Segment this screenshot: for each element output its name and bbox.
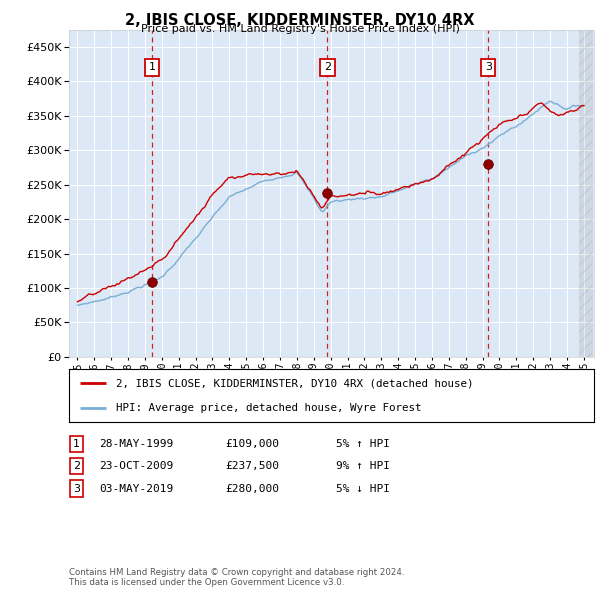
Text: 3: 3 [73, 484, 80, 493]
Text: 2, IBIS CLOSE, KIDDERMINSTER, DY10 4RX: 2, IBIS CLOSE, KIDDERMINSTER, DY10 4RX [125, 13, 475, 28]
Text: Price paid vs. HM Land Registry's House Price Index (HPI): Price paid vs. HM Land Registry's House … [140, 24, 460, 34]
Bar [579, 30, 592, 357]
Text: 3: 3 [485, 63, 492, 73]
Text: £237,500: £237,500 [225, 461, 279, 471]
Text: 28-MAY-1999: 28-MAY-1999 [99, 439, 173, 448]
Text: 23-OCT-2009: 23-OCT-2009 [99, 461, 173, 471]
Text: 2: 2 [324, 63, 331, 73]
Text: HPI: Average price, detached house, Wyre Forest: HPI: Average price, detached house, Wyre… [116, 402, 422, 412]
Text: This data is licensed under the Open Government Licence v3.0.: This data is licensed under the Open Gov… [69, 578, 344, 587]
Text: 03-MAY-2019: 03-MAY-2019 [99, 484, 173, 493]
Text: Contains HM Land Registry data © Crown copyright and database right 2024.: Contains HM Land Registry data © Crown c… [69, 568, 404, 577]
Text: 1: 1 [148, 63, 155, 73]
Text: 5% ↓ HPI: 5% ↓ HPI [336, 484, 390, 493]
Text: 9% ↑ HPI: 9% ↑ HPI [336, 461, 390, 471]
Text: £109,000: £109,000 [225, 439, 279, 448]
Text: 5% ↑ HPI: 5% ↑ HPI [336, 439, 390, 448]
Text: 2, IBIS CLOSE, KIDDERMINSTER, DY10 4RX (detached house): 2, IBIS CLOSE, KIDDERMINSTER, DY10 4RX (… [116, 378, 474, 388]
Text: £280,000: £280,000 [225, 484, 279, 493]
Text: 1: 1 [73, 439, 80, 448]
Text: 2: 2 [73, 461, 80, 471]
